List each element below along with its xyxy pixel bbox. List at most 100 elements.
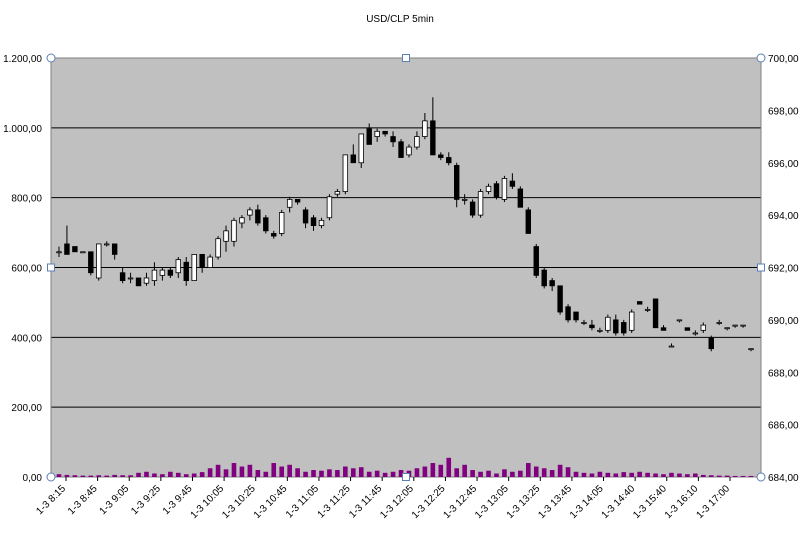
x-tick-label: 1-3 10:45: [252, 483, 290, 521]
volume-bar: [438, 464, 444, 477]
candle-body: [684, 327, 691, 331]
candle-body: [501, 178, 508, 200]
candle-body: [613, 319, 619, 334]
resize-handle-edge[interactable]: [402, 473, 410, 481]
candle-body: [533, 246, 539, 276]
candle-body: [565, 306, 571, 321]
right-tick-label: 688,00: [768, 368, 799, 379]
volume-bar: [748, 475, 754, 477]
candle-body: [573, 311, 579, 321]
volume-bar: [255, 470, 261, 477]
candle-body: [708, 337, 714, 350]
x-tick-label: 1-3 8:45: [66, 483, 100, 517]
volume-bar: [494, 473, 499, 477]
resize-handle-edge[interactable]: [47, 263, 55, 272]
volume-bar: [669, 472, 674, 477]
resize-handle-edge[interactable]: [402, 54, 410, 62]
volume-bar: [422, 466, 428, 477]
right-axis: 684,00 686,00 688,00 690,00 692,00 694,00 696,…: [768, 54, 799, 484]
volume-bar: [677, 473, 682, 477]
volume-bar: [263, 471, 269, 477]
selection-handles[interactable]: [46, 53, 766, 482]
candle-body: [239, 217, 245, 224]
candle-body: [549, 280, 555, 287]
volume-bar: [223, 469, 229, 477]
candle-body: [255, 209, 261, 224]
candle-body: [223, 230, 229, 242]
volume-bar: [565, 467, 571, 477]
x-tick-label: 1-3 17:00: [694, 483, 732, 521]
candle-body: [621, 322, 627, 334]
volume-bar: [398, 470, 404, 477]
volume-bar: [183, 474, 189, 477]
candle-body: [127, 277, 134, 280]
volume-bar: [382, 472, 388, 477]
candle-body: [326, 196, 333, 219]
volume-bar: [191, 473, 197, 477]
left-tick-label: 400,00: [11, 333, 42, 344]
volume-bar: [724, 475, 730, 477]
candle-body: [732, 324, 738, 327]
candle-body: [382, 130, 388, 135]
volume-bar: [80, 475, 86, 477]
x-tick-label: 1-3 12:25: [410, 483, 448, 521]
candle-body: [541, 269, 547, 287]
candle-body: [119, 272, 126, 281]
candle-body: [263, 217, 269, 232]
candle-body: [175, 259, 182, 274]
resize-handle-corner[interactable]: [756, 53, 766, 63]
candle-body: [581, 322, 587, 324]
volume-bar: [502, 469, 507, 477]
volume-bar: [605, 472, 611, 477]
right-tick-label: 700,00: [768, 54, 799, 65]
candle-body: [422, 120, 428, 137]
volume-bar: [96, 475, 102, 477]
x-tick-label: 1-3 14:05: [568, 483, 606, 521]
candle-body: [469, 201, 476, 216]
candle-body: [159, 269, 166, 276]
candle-body: [183, 261, 189, 281]
volume-bar: [88, 475, 94, 477]
candle-body: [509, 180, 516, 187]
right-tick-label: 692,00: [768, 264, 799, 275]
candle-body: [525, 209, 532, 234]
volume-bar: [295, 468, 300, 477]
resize-handle-corner[interactable]: [756, 472, 766, 482]
resize-handle-corner[interactable]: [46, 472, 56, 482]
volume-bar: [366, 471, 372, 477]
volume-bar: [573, 471, 579, 477]
x-tick-label: 1-3 15:40: [631, 483, 669, 521]
volume-bar: [120, 475, 125, 477]
volume-bar: [239, 466, 245, 477]
volume-bar: [525, 463, 531, 477]
volume-bar: [518, 470, 523, 477]
candle-body: [589, 324, 595, 329]
volume-bar: [271, 463, 277, 477]
left-tick-label: 800,00: [11, 194, 42, 205]
volume-bar: [732, 475, 738, 477]
x-tick-label: 1-3 9:25: [129, 483, 163, 517]
x-tick-label: 1-3 16:10: [663, 483, 701, 521]
resize-handle-edge[interactable]: [757, 263, 765, 272]
volume-bar: [581, 472, 587, 477]
right-tick-label: 684,00: [768, 473, 799, 484]
volume-bar: [740, 475, 746, 477]
right-tick-label: 690,00: [768, 316, 799, 327]
volume-bar: [685, 474, 690, 477]
candle-body: [438, 154, 444, 158]
x-tick-label: 1-3 11:25: [316, 483, 353, 520]
candle-body: [207, 256, 213, 268]
candle-body: [453, 164, 460, 200]
volume-bar: [533, 466, 539, 477]
candle-body: [199, 254, 205, 268]
candle-body: [557, 285, 563, 313]
volume-bar: [557, 464, 563, 477]
volume-bar: [700, 474, 706, 477]
left-tick-label: 0,00: [23, 473, 43, 484]
volume-bar: [637, 471, 642, 477]
x-tick-label: 1-3 10:25: [220, 483, 258, 521]
resize-handle-corner[interactable]: [46, 53, 56, 63]
volume-bar: [199, 472, 205, 477]
x-tick-label: 1-3 11:05: [284, 483, 321, 520]
volume-bar: [112, 474, 117, 477]
